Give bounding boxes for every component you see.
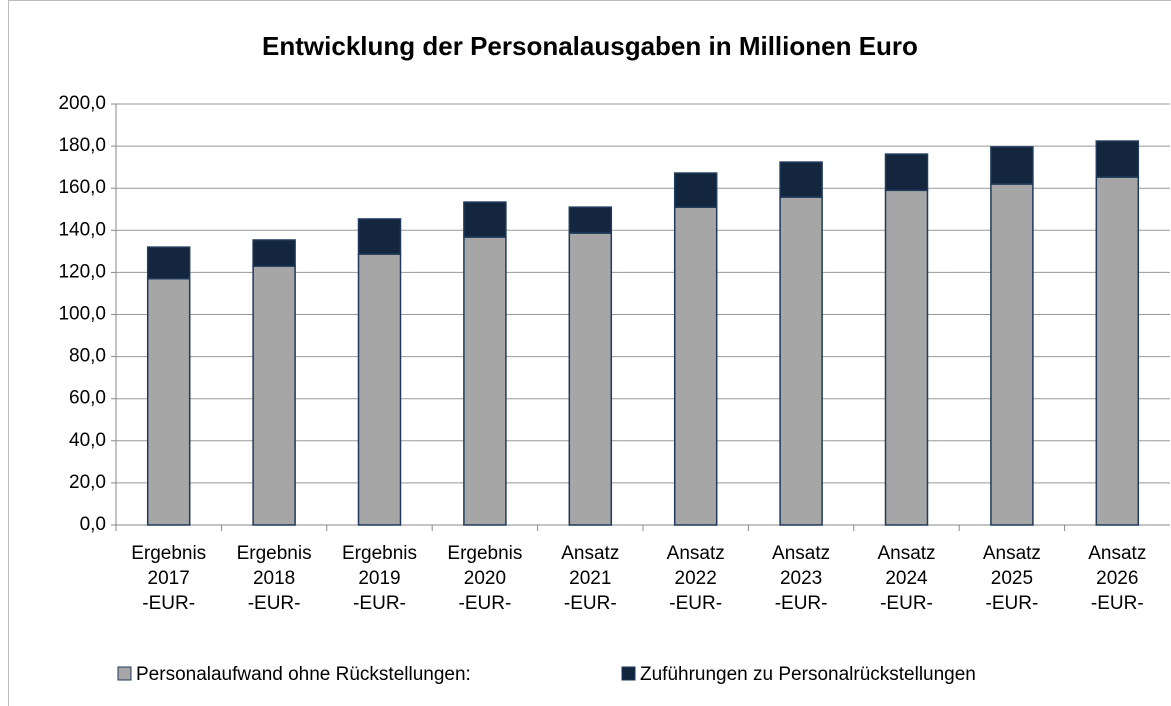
legend-label: Personalaufwand ohne Rückstellungen:	[136, 664, 471, 685]
bar-segment	[884, 189, 929, 526]
bar-segment	[990, 146, 1034, 185]
y-tick-label: 140,0	[58, 219, 106, 240]
x-tick-label: 2026	[1096, 568, 1138, 589]
y-tick-label: 120,0	[58, 261, 106, 282]
x-tick-label: 2018	[253, 568, 295, 589]
x-tick-label: -EUR-	[880, 593, 933, 614]
chart-title: Entwicklung der Personalausgaben in Mill…	[262, 31, 918, 61]
x-tick-label: Ansatz	[1088, 543, 1146, 564]
x-tick-label: 2021	[569, 568, 611, 589]
x-tick-label: Ansatz	[983, 543, 1041, 564]
x-tick-label: -EUR-	[353, 593, 406, 614]
y-tick-label: 60,0	[69, 388, 106, 409]
bar-segment	[463, 201, 507, 238]
bar-segment	[990, 183, 1034, 526]
x-tick-label: 2024	[885, 568, 928, 589]
y-tick-label: 0,0	[80, 514, 106, 535]
x-tick-label: 2020	[464, 568, 506, 589]
x-tick-label: -EUR-	[142, 593, 195, 614]
y-tick-label: 80,0	[69, 346, 106, 367]
x-tick-label: Ansatz	[877, 543, 935, 564]
y-tick-label: 180,0	[58, 135, 106, 156]
bar-segment	[568, 232, 613, 526]
x-tick-label: Ergebnis	[447, 543, 522, 564]
bar-segment	[779, 196, 823, 526]
y-tick-label: 100,0	[58, 304, 106, 325]
x-tick-label: -EUR-	[459, 593, 512, 614]
bar-segment	[252, 265, 296, 526]
y-tick-label: 200,0	[58, 93, 106, 114]
bar-segment	[884, 153, 929, 192]
bar-segment	[146, 277, 191, 526]
bar-segment	[146, 246, 191, 280]
x-tick-label: -EUR-	[248, 593, 301, 614]
bar-segment	[252, 239, 296, 267]
x-tick-label: -EUR-	[986, 593, 1039, 614]
bar-segment	[357, 253, 402, 526]
bar-segment	[568, 206, 613, 234]
x-tick-label: 2025	[991, 568, 1033, 589]
x-tick-label: -EUR-	[669, 593, 722, 614]
x-tick-label: Ergebnis	[131, 543, 206, 564]
bar-segment	[1095, 140, 1140, 178]
bar-segment	[779, 161, 823, 198]
bar-segment	[673, 172, 718, 208]
legend-label: Zuführungen zu Personalrückstellungen	[640, 664, 976, 685]
y-tick-label: 40,0	[69, 430, 106, 451]
bar-segment	[1095, 176, 1140, 526]
x-tick-label: -EUR-	[1091, 593, 1144, 614]
x-tick-label: 2017	[148, 568, 190, 589]
x-tick-label: 2023	[780, 568, 822, 589]
x-tick-label: Ergebnis	[342, 543, 417, 564]
bar-segment	[463, 236, 507, 526]
y-tick-label: 160,0	[58, 177, 106, 198]
x-tick-label: 2022	[675, 568, 717, 589]
x-tick-label: -EUR-	[775, 593, 828, 614]
x-tick-label: Ansatz	[772, 543, 830, 564]
x-tick-label: 2019	[358, 568, 400, 589]
x-tick-label: Ansatz	[561, 543, 619, 564]
x-tick-label: Ergebnis	[237, 543, 312, 564]
bar-segment	[673, 206, 718, 526]
bar-segment	[357, 218, 402, 255]
y-tick-label: 20,0	[69, 472, 106, 493]
x-tick-label: Ansatz	[667, 543, 725, 564]
chart-frame	[8, 0, 1171, 706]
legend-swatch	[621, 666, 636, 681]
x-tick-label: -EUR-	[564, 593, 617, 614]
legend-swatch	[117, 666, 132, 681]
